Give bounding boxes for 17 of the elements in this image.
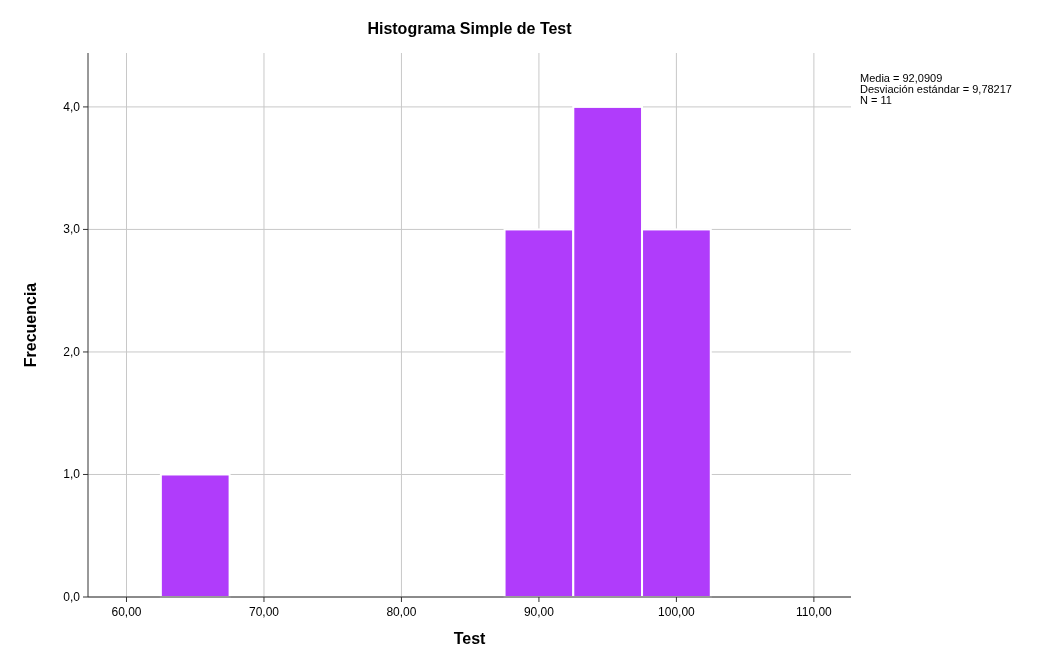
y-tick-label: 4,0 [63,99,81,114]
x-tick-label: 100,00 [658,605,696,619]
x-axis-title: Test [453,630,487,647]
text: N = 11 [860,94,892,106]
x-tick-label: 90,00 [523,605,555,619]
text: Media = 92,0909 [860,72,943,84]
y-tick-label: 2,0 [63,344,81,359]
x-tick-label: 110,00 [795,605,833,619]
y-axis-title: Frecuencia [22,282,39,368]
text: Desviación estándar = 9,78217 [860,83,1012,95]
y-tick-label: 0,0 [63,590,81,604]
x-tick-label: 70,00 [248,605,280,619]
chart-title: Histograma Simple de Test [367,20,573,37]
x-tick-label: 80,00 [386,605,417,619]
y-tick-label: 1,0 [63,467,81,482]
x-tick-label: 60,00 [111,605,142,619]
y-tick-label: 3,0 [63,222,81,237]
